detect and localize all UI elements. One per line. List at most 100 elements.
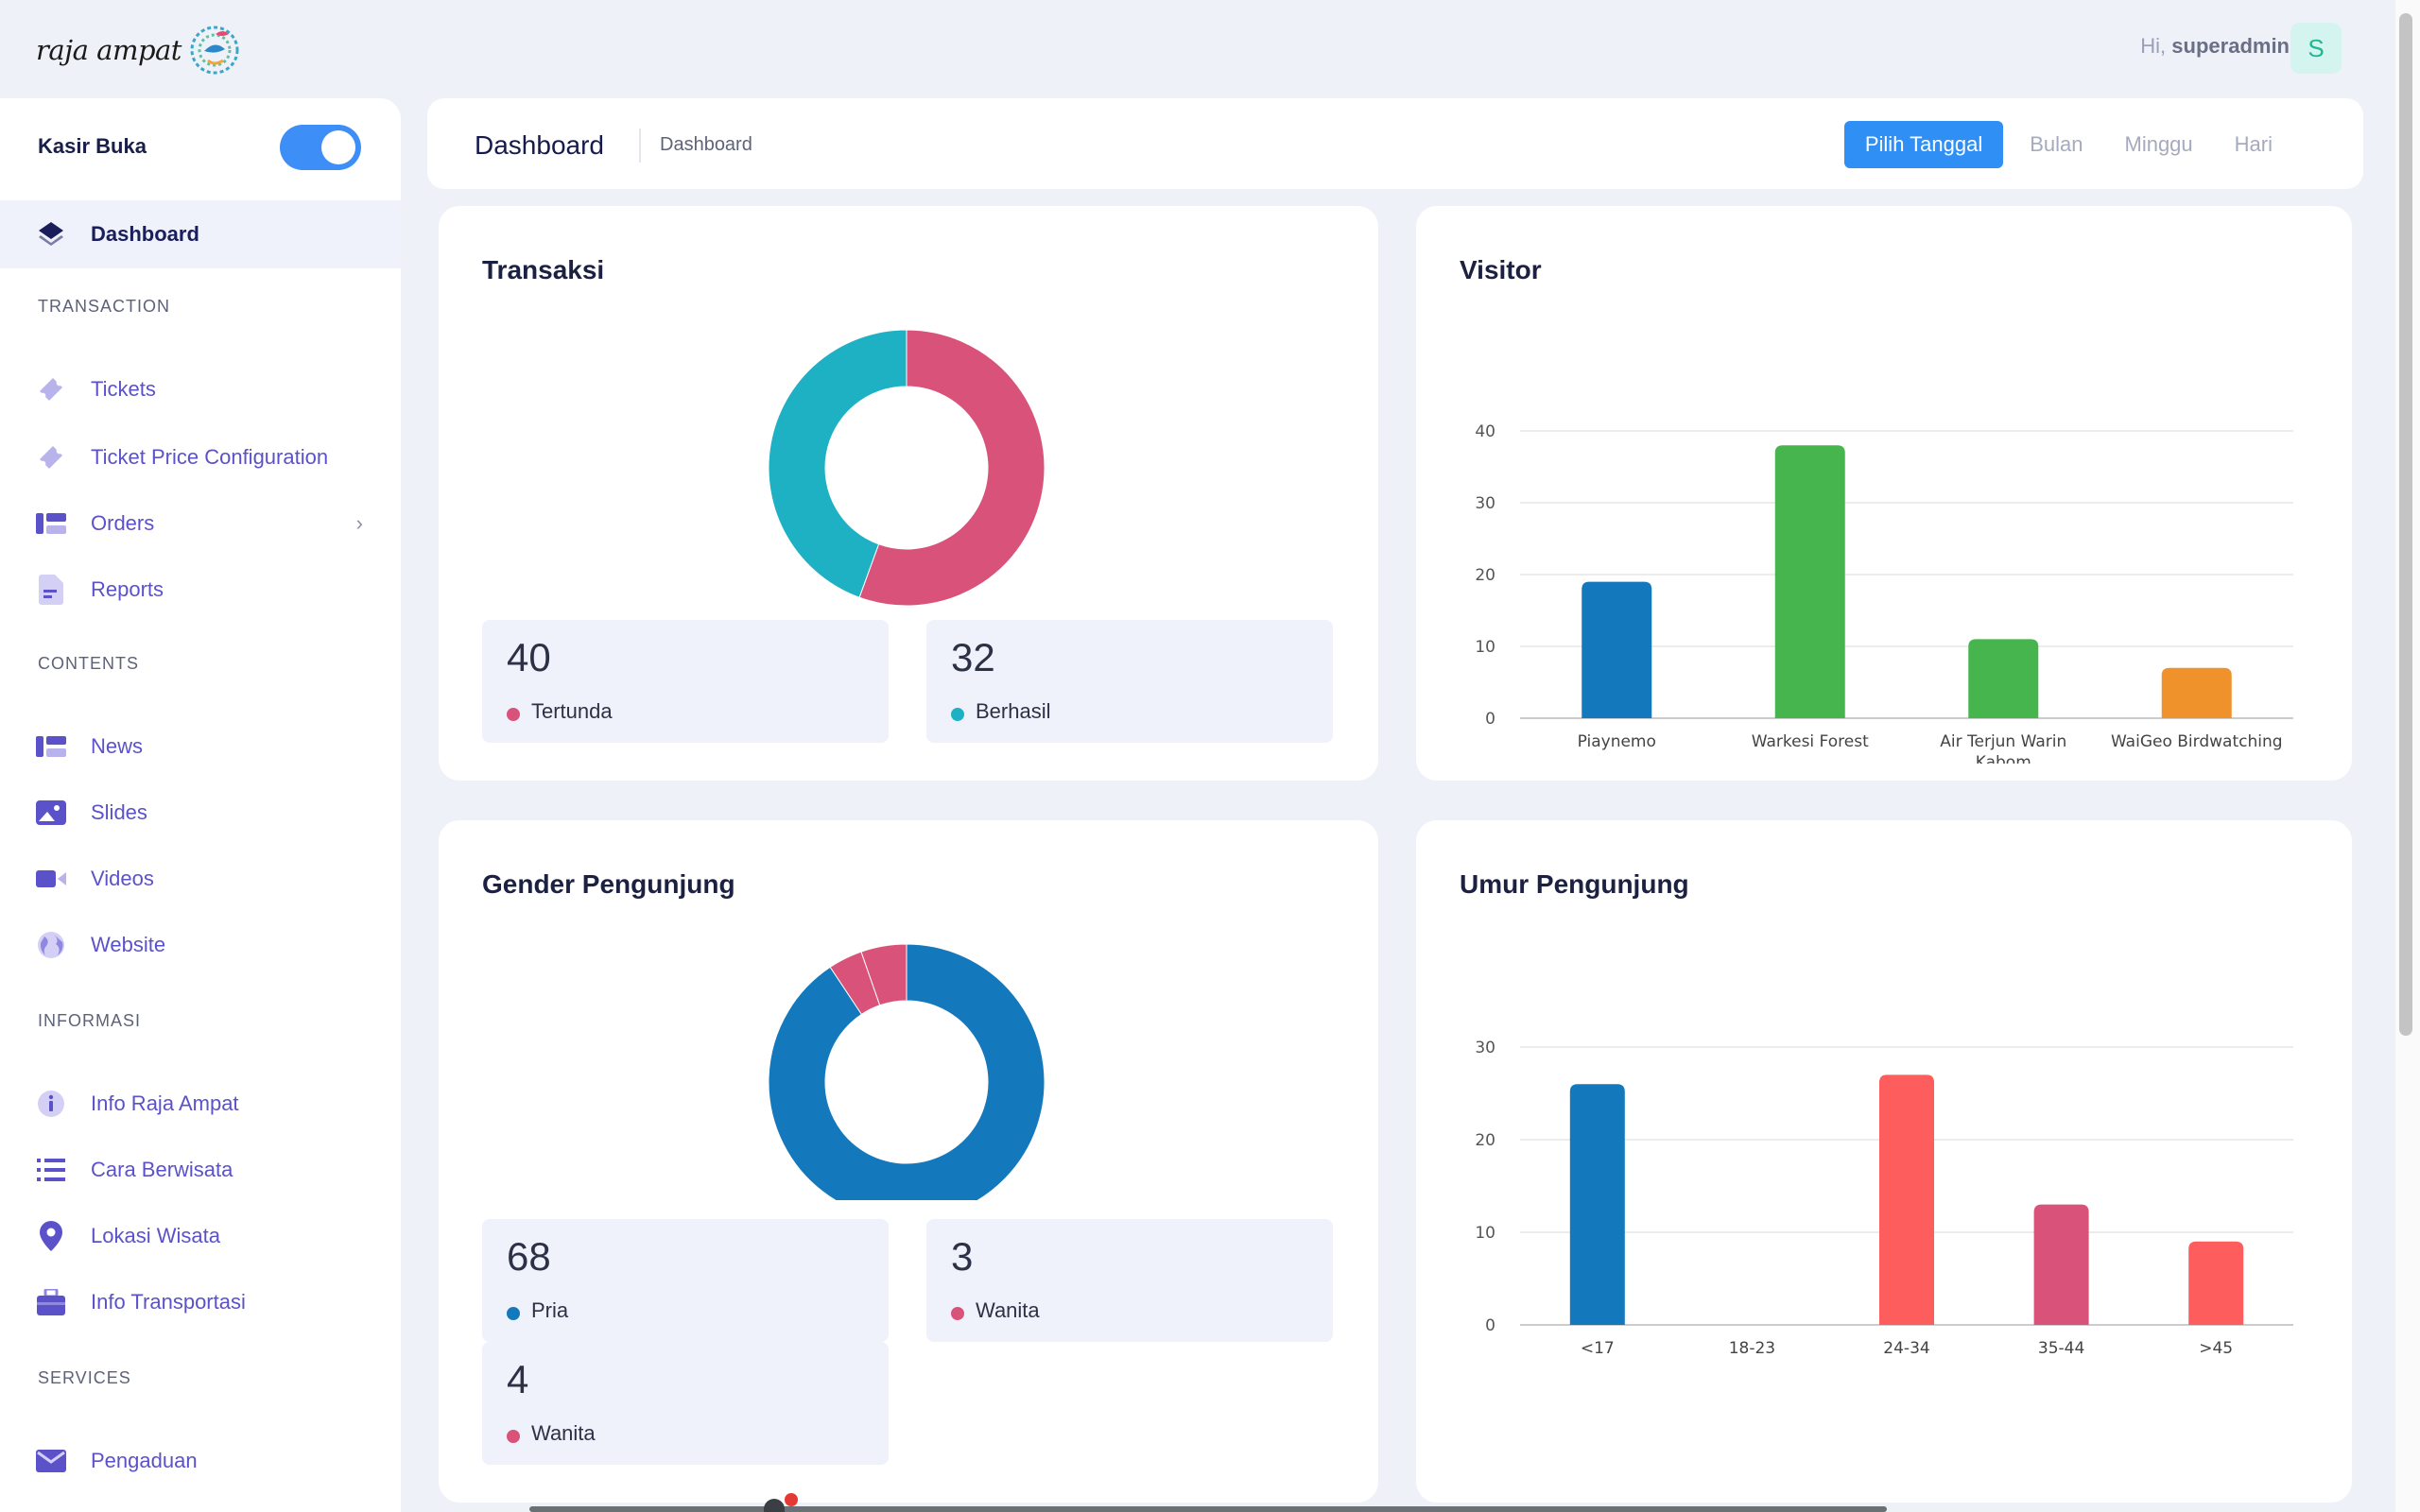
sidebar-item-videos[interactable]: Videos [0,850,401,907]
donut-slice-tertunda[interactable] [858,329,1046,607]
y-tick-label: 30 [1475,1039,1495,1057]
sidebar-item-label: Info Raja Ampat [91,1091,239,1115]
sidebar-item-lokasi-wisata[interactable]: Lokasi Wisata [0,1208,401,1264]
greeting: Hi, superadmin [2140,34,2290,59]
sidebar-item-ticket-price-configuration[interactable]: Ticket Price Configuration [0,429,401,486]
bar[interactable] [1582,581,1652,718]
gender-donut-chart [768,943,1046,1200]
x-tick-label: WaiGeo Birdwatching [2111,732,2283,751]
bar[interactable] [1774,445,1845,718]
stat-box-berhasil: 32 Berhasil [926,620,1333,743]
sidebar-item-info-transportasi[interactable]: Info Transportasi [0,1274,401,1331]
sidebar-item-label: Cara Berwisata [91,1158,233,1181]
list-icon [36,731,66,762]
bottom-bar [529,1506,1887,1512]
header-divider [639,129,641,163]
sidebar-item-label: News [91,734,144,758]
stat-value: 32 [951,635,995,679]
x-tick-label: Warkesi Forest [1752,732,1869,751]
page-header: Dashboard Dashboard Pilih Tanggal Bulan … [427,98,2363,189]
gender-card: Gender Pengunjung 68 Pria 3 Wanita 4 Wan… [439,820,1378,1503]
sidebar-item-orders[interactable]: Orders › [0,495,401,552]
sidebar-item-label: Videos [91,867,154,890]
stat-value: 40 [507,635,551,679]
sidebar-item-dashboard[interactable]: Dashboard [0,200,401,268]
ticket-icon [36,374,66,404]
legend-dot [951,708,964,721]
tab-minggu[interactable]: Minggu [2124,132,2193,156]
scrollbar-thumb[interactable] [2399,13,2412,1036]
donut-slice-berhasil[interactable] [768,329,908,598]
legend-dot [507,708,520,721]
kasir-toggle[interactable] [280,125,361,170]
card-title: Gender Pengunjung [482,869,735,899]
stat-box-pria: 68 Pria [482,1219,889,1342]
x-tick-label: 24-34 [1883,1339,1929,1358]
ticket-icon [36,442,66,472]
list-icon [36,508,66,539]
y-tick-label: 20 [1475,1131,1495,1150]
sidebar-item-label: Info Transportasi [91,1290,246,1314]
sidebar-item-label: Website [91,933,166,956]
bar[interactable] [2188,1241,2244,1325]
stat-value: 68 [507,1234,551,1279]
donut-slice-pria[interactable] [768,943,1046,1200]
stat-box-wanita: 3 Wanita [926,1219,1333,1342]
y-tick-label: 30 [1475,494,1495,513]
kasir-label: Kasir Buka [38,134,147,158]
section-title-informasi: INFORMASI [38,1011,142,1030]
x-tick-label: Kabom [1976,753,2031,764]
bar[interactable] [1569,1084,1625,1325]
stat-label: Pria [531,1298,569,1322]
visitor-bar-chart: 0 10 20 30 40 Piaynemo Warkesi Forest Air Terju… [1475,422,2293,764]
username: superadmin [2171,34,2290,58]
transaksi-donut-chart [768,329,1046,607]
section-title-transaction: TRANSACTION [38,297,171,316]
stat-label: Wanita [531,1421,596,1445]
section-title-services: SERVICES [38,1368,131,1387]
x-tick-label: 18-23 [1729,1339,1775,1358]
x-tick-label: 35-44 [2038,1339,2084,1358]
sidebar-item-label: Dashboard [91,222,199,246]
sidebar-item-tickets[interactable]: Tickets [0,361,401,418]
logo[interactable]: raja ampat [36,23,242,77]
sidebar-item-label: Slides [91,800,147,824]
transaksi-card: Transaksi 40 Tertunda 32 Berhasil [439,206,1378,781]
bar[interactable] [2033,1204,2089,1325]
y-tick-label: 0 [1485,710,1495,729]
bar[interactable] [1879,1074,1934,1325]
tab-pilih-tanggal[interactable]: Pilih Tanggal [1843,121,2004,168]
sidebar-item-slides[interactable]: Slides [0,784,401,841]
bar[interactable] [1968,639,2039,718]
layers-icon [36,219,66,249]
notification-icon[interactable] [764,1499,785,1512]
toggle-knob [321,130,355,164]
greeting-prefix: Hi, [2140,34,2167,58]
sidebar-item-label: Lokasi Wisata [91,1224,220,1247]
avatar[interactable]: S [2290,23,2342,74]
card-title: Umur Pengunjung [1460,869,1689,899]
bar[interactable] [2161,667,2232,718]
sidebar-item-info-raja-ampat[interactable]: Info Raja Ampat [0,1075,401,1132]
sidebar-item-pengaduan[interactable]: Pengaduan [0,1433,401,1489]
sidebar: Kasir Buka Dashboard TRANSACTION Tickets… [0,98,401,1512]
donut-slice-wanita[interactable] [860,943,908,1006]
top-bar: raja ampat Hi, superadmin S [0,0,2420,98]
info-icon [36,1089,66,1119]
sidebar-item-reports[interactable]: Reports [0,561,401,618]
globe-icon [36,930,66,960]
sidebar-item-label: Pengaduan [91,1449,198,1472]
logo-text: raja ampat [36,34,182,66]
sidebar-item-cara-berwisata[interactable]: Cara Berwisata [0,1142,401,1198]
video-icon [36,864,66,894]
tab-hari[interactable]: Hari [2234,132,2273,156]
sidebar-item-news[interactable]: News [0,718,401,775]
y-tick-label: 40 [1475,422,1495,441]
card-title: Visitor [1460,255,1542,284]
chevron-right-icon: › [355,511,363,535]
y-tick-label: 0 [1485,1316,1495,1335]
sidebar-item-website[interactable]: Website [0,917,401,973]
umur-bar-chart: 0 10 20 30 <17 18-23 24-34 35-44 >45 [1475,1039,2293,1358]
legend-dot [951,1307,964,1320]
tab-bulan[interactable]: Bulan [2030,132,2083,156]
